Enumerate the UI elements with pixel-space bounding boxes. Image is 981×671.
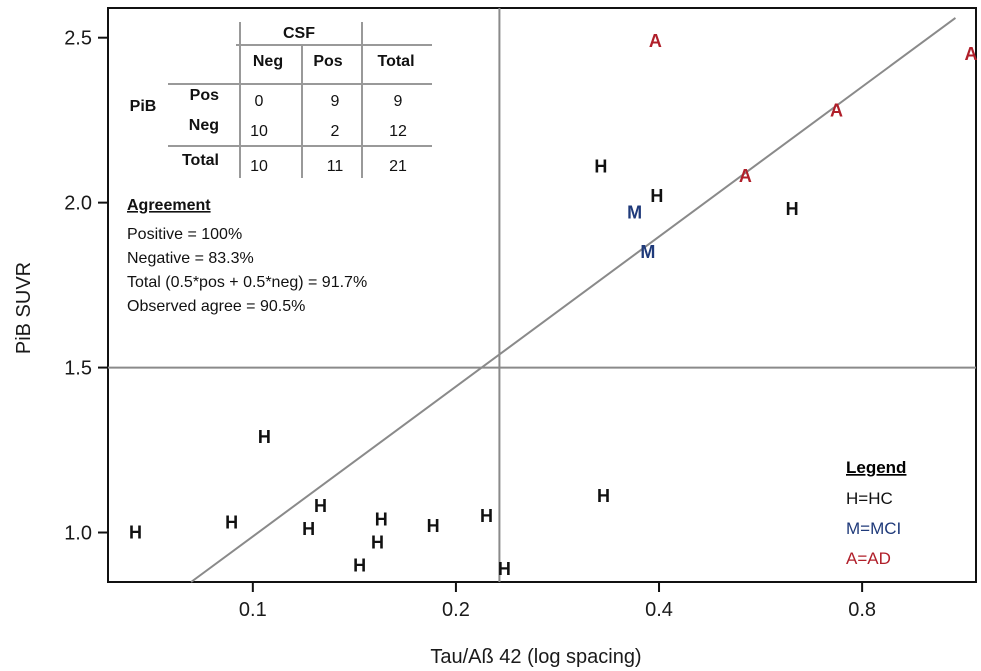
table-col-group-label: CSF: [283, 25, 315, 42]
agreement-line: Observed agree = 90.5%: [127, 298, 305, 315]
table-row-group-label: PiB: [130, 98, 157, 115]
data-point-h: H: [427, 516, 440, 536]
y-axis-title: PiB SUVR: [13, 262, 35, 354]
table-col-header-pos: Pos: [313, 53, 342, 70]
data-point-h: H: [129, 523, 142, 543]
legend-title: Legend: [846, 458, 906, 477]
data-point-a: A: [830, 100, 843, 120]
table-cell: 10: [250, 158, 268, 175]
table-cell: 10: [250, 123, 268, 140]
data-point-h: H: [371, 532, 384, 552]
data-point-h: H: [225, 513, 238, 533]
identity-line: [190, 17, 957, 583]
agreement-line: Negative = 83.3%: [127, 250, 254, 267]
table-cell: 0: [255, 93, 264, 110]
table-cell: 9: [331, 93, 340, 110]
data-point-h: H: [594, 156, 607, 176]
table-cell: 11: [327, 158, 344, 175]
legend: Legend H=HC M=MCI A=AD: [846, 458, 906, 568]
table-cell: 12: [389, 123, 407, 140]
contingency-table: CSF Neg Pos Total PiB Pos Neg Total 0 9 …: [130, 22, 432, 178]
data-point-a: A: [964, 44, 977, 64]
data-point-h: H: [375, 509, 388, 529]
plot-frame: [107, 7, 977, 583]
table-cell: 2: [331, 123, 340, 140]
data-point-h: H: [314, 496, 327, 516]
data-point-a: A: [649, 31, 662, 51]
data-point-a: A: [739, 166, 752, 186]
data-point-h: H: [650, 186, 663, 206]
data-point-h: H: [353, 556, 366, 576]
agreement-block: Agreement Positive = 100% Negative = 83.…: [127, 197, 367, 315]
y-tick-label: 1.0: [64, 523, 92, 545]
x-tick-label: 0.1: [239, 599, 267, 621]
data-point-h: H: [302, 519, 315, 539]
table-row-label-total: Total: [182, 152, 219, 169]
data-point-m: M: [640, 242, 655, 262]
legend-entry-ad: A=AD: [846, 549, 891, 568]
data-point-m: M: [627, 203, 642, 223]
table-col-header-total: Total: [377, 53, 414, 70]
y-tick-label: 2.0: [64, 193, 92, 215]
legend-entry-hc: H=HC: [846, 489, 893, 508]
data-point-h: H: [480, 506, 493, 526]
x-tick-label: 0.4: [645, 599, 673, 621]
data-point-h: H: [786, 199, 799, 219]
data-point-h: H: [597, 486, 610, 506]
agreement-line: Positive = 100%: [127, 226, 242, 243]
table-row-label-neg: Neg: [189, 117, 219, 134]
data-point-h: H: [258, 427, 271, 447]
legend-entry-mci: M=MCI: [846, 519, 901, 538]
table-cell: 9: [394, 93, 403, 110]
agreement-line: Total (0.5*pos + 0.5*neg) = 91.7%: [127, 274, 367, 291]
y-tick-label: 2.5: [64, 28, 92, 50]
table-cell: 21: [389, 158, 407, 175]
x-axis-title: Tau/Aß 42 (log spacing): [430, 646, 641, 668]
y-tick-label: 1.5: [64, 358, 92, 380]
data-point-h: H: [498, 559, 511, 579]
agreement-title: Agreement: [127, 197, 211, 214]
table-row-label-pos: Pos: [190, 87, 219, 104]
x-tick-label: 0.2: [442, 599, 470, 621]
table-col-header-neg: Neg: [253, 53, 283, 70]
x-tick-label: 0.8: [848, 599, 876, 621]
